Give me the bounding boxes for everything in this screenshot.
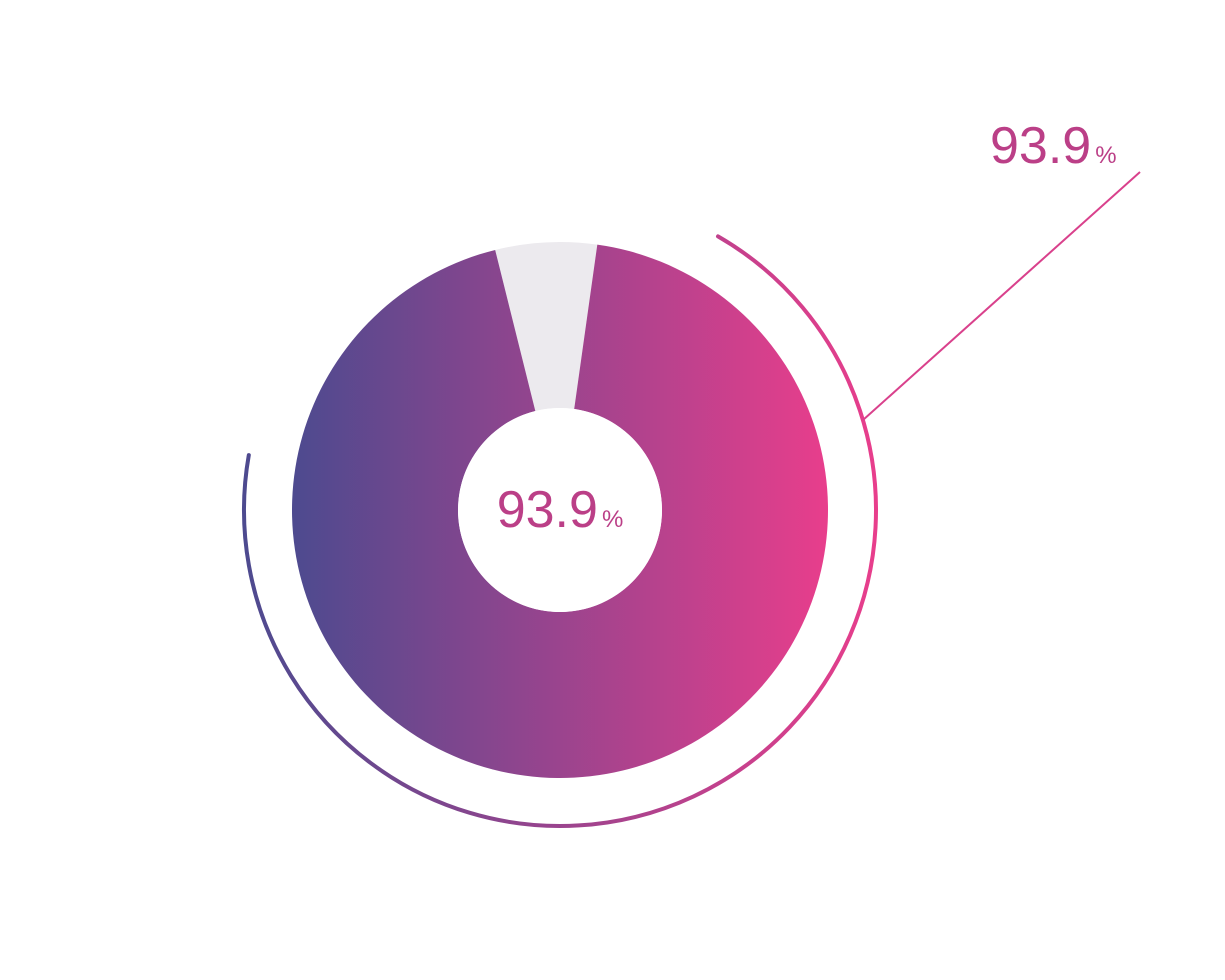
callout-percentage-label: 93.9 % [990,120,1117,172]
center-percent-symbol: % [602,508,623,532]
center-percentage-label: 93.9 % [497,484,624,536]
callout-leader-line [863,172,1140,420]
callout-value: 93.9 [990,120,1091,172]
callout-percent-symbol: % [1095,144,1116,168]
center-value: 93.9 [497,484,598,536]
chart-canvas: 93.9 % 93.9 % [0,0,1225,980]
